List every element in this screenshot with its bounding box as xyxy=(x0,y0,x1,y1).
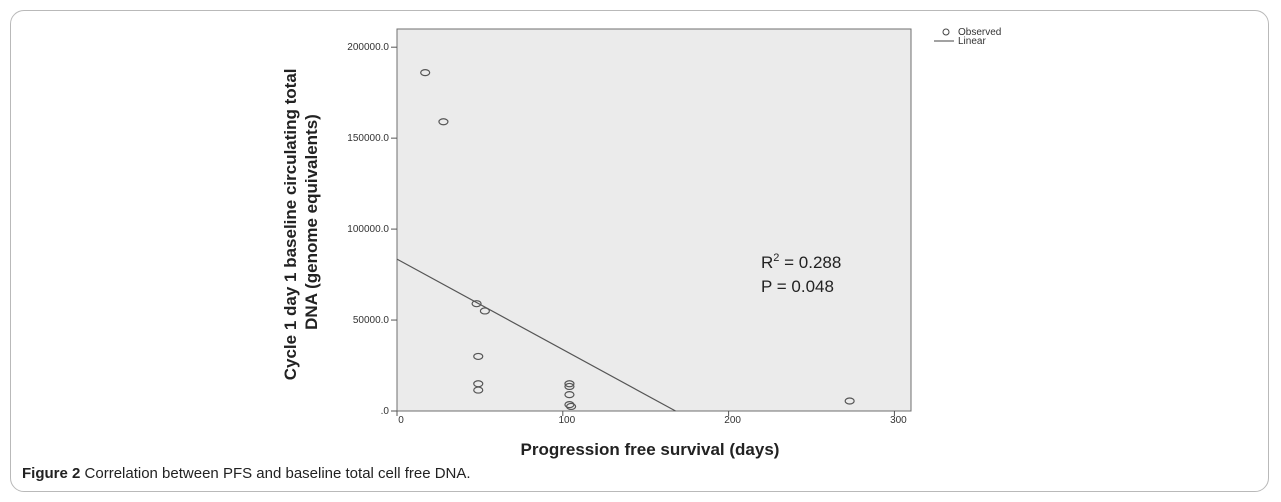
observed-point xyxy=(420,69,431,77)
regression-line xyxy=(396,258,676,412)
y-axis-title-line-1: Cycle 1 day 1 baseline circulating total xyxy=(281,68,300,380)
observed-point xyxy=(564,382,575,391)
legend: Observed Linear xyxy=(934,27,1001,47)
observed-point xyxy=(844,397,855,405)
observed-point xyxy=(471,300,482,308)
plot-area xyxy=(396,28,912,412)
figure-frame xyxy=(10,10,1269,492)
figure-caption: Figure 2 Correlation between PFS and bas… xyxy=(22,465,471,482)
x-tick-label: 0 xyxy=(398,415,404,426)
observed-point xyxy=(479,307,490,315)
r-squared-prefix: R xyxy=(761,253,773,272)
x-axis-title: Progression free survival (days) xyxy=(521,440,780,459)
y-tick-label: 50000.0 xyxy=(353,315,390,326)
observed-point xyxy=(473,386,484,394)
x-tick-label: 100 xyxy=(558,415,575,426)
r-squared-annotation: R2 = 0.288 xyxy=(761,252,841,272)
observed-point xyxy=(565,402,577,411)
r-squared-value: = 0.288 xyxy=(779,253,841,272)
y-tick-label: 100000.0 xyxy=(347,224,389,235)
legend-linear-label: Linear xyxy=(958,36,986,47)
legend-observed-marker xyxy=(942,28,950,36)
y-axis: .0 50000.0 100000.0 150000.0 200000.0 xyxy=(347,42,397,417)
legend-observed-label: Observed xyxy=(958,27,1001,38)
p-value-annotation: P = 0.048 xyxy=(761,277,834,296)
y-axis-title: Cycle 1 day 1 baseline circulating total… xyxy=(281,64,321,381)
x-tick-label: 300 xyxy=(890,415,907,426)
y-tick-label: 200000.0 xyxy=(347,42,389,53)
observed-point xyxy=(473,352,484,361)
y-tick-label: .0 xyxy=(381,406,390,417)
figure-caption-text: Correlation between PFS and baseline tot… xyxy=(80,465,471,482)
x-tick-label: 200 xyxy=(724,415,741,426)
r-squared-sup: 2 xyxy=(773,252,779,264)
y-tick-label: 150000.0 xyxy=(347,133,389,144)
regression-line-group xyxy=(396,258,676,412)
observed-point xyxy=(564,380,575,388)
x-axis: 0 100 200 300 xyxy=(396,411,907,426)
observed-point xyxy=(564,391,575,399)
figure-label: Figure 2 xyxy=(22,465,81,482)
y-axis-title-line-2: DNA (genome equivalents) xyxy=(302,114,321,330)
observed-points xyxy=(420,69,855,411)
observed-point xyxy=(438,118,449,126)
observed-point xyxy=(564,401,575,409)
